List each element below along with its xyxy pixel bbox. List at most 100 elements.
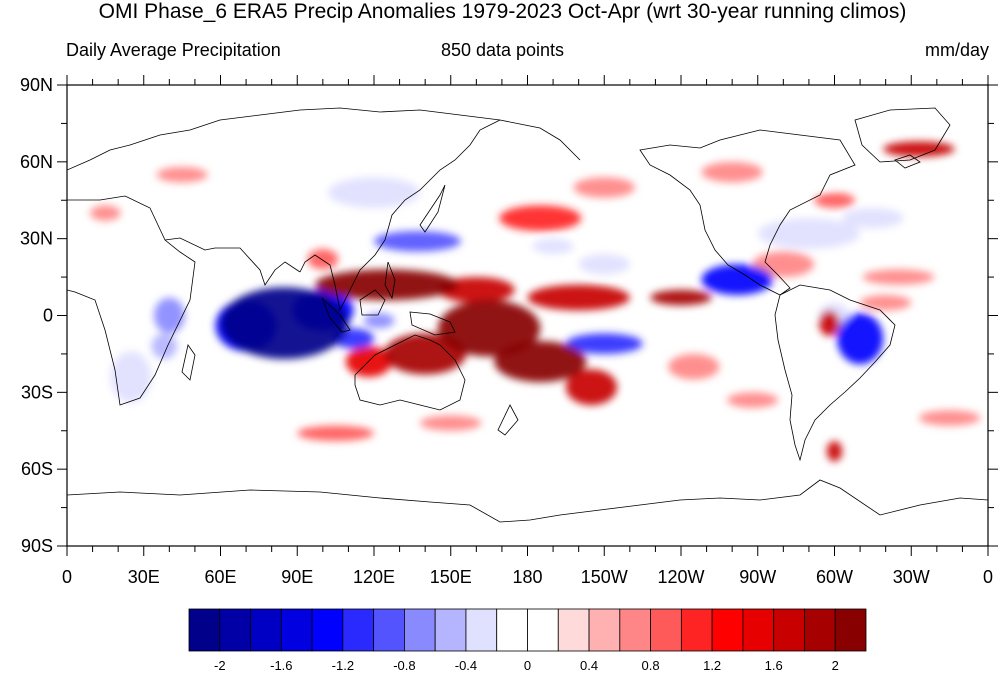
colorbar-swatch [650, 608, 682, 652]
lon-tick-label: 30E [128, 567, 160, 587]
lon-tick-label: 60E [204, 567, 236, 587]
colorbar-swatch [742, 608, 775, 652]
lon-tick-label: 0 [62, 567, 72, 587]
coastline-southeast-asia [299, 119, 501, 312]
colorbar-tick-label: 0 [524, 658, 531, 673]
colorbar-tick-label: -0.4 [455, 658, 477, 673]
coastline-south-america [774, 284, 896, 462]
anomaly-blob [783, 492, 835, 508]
coastline-greenland [854, 107, 951, 163]
colorbar-tick-label: -1.6 [270, 658, 292, 673]
lon-tick-label: 120W [657, 567, 704, 587]
lon-tick-label: 60W [816, 567, 853, 587]
lon-tick-label: 90E [281, 567, 313, 587]
colorbar-tick-label: -0.8 [393, 658, 415, 673]
anomaly-blob [918, 410, 981, 426]
anomaly-blob [437, 300, 541, 357]
anomaly-blob [727, 392, 779, 408]
anomaly-blob [527, 284, 630, 311]
colorbar-swatch [496, 608, 528, 652]
lat-tick-label: 60S [21, 459, 53, 479]
anomaly-blob [650, 289, 712, 306]
anomaly-blob [297, 425, 374, 441]
coastline-madagascar [181, 344, 196, 381]
anomaly-blob [420, 415, 482, 431]
colorbar-swatch [804, 608, 836, 652]
anomaly-blob [842, 207, 904, 229]
colorbar-tick-label: -1.2 [332, 658, 354, 673]
colorbar-swatch [527, 608, 559, 652]
colorbar-tick-label: 2 [832, 658, 839, 673]
anomaly-blob [90, 205, 121, 221]
subtitle-left: Daily Average Precipitation [66, 40, 281, 60]
anomaly-blob [860, 295, 912, 311]
lat-tick-label: 0 [43, 306, 53, 326]
anomaly-blob [220, 287, 349, 360]
colorbar-swatch [434, 608, 467, 652]
colorbar-tick-label: 0.8 [642, 658, 660, 673]
colorbar-swatch [373, 608, 405, 652]
coastlines [67, 107, 988, 523]
anomaly-blob [757, 218, 861, 249]
longitude-axis: 0 30E 60E 90E 120E 150E 180 150W 120W 90W 60W 30W 0 [62, 75, 993, 587]
colorbar-swatch [834, 608, 867, 652]
anomaly-blob [532, 238, 574, 255]
lon-tick-label: 120E [353, 567, 395, 587]
anomaly-blob [156, 166, 208, 183]
coastline-north-america [639, 129, 856, 296]
colorbar-swatch [619, 608, 651, 652]
latitude-axis: 90N 60N 30N 0 30S 60S 90S [20, 75, 998, 556]
anomaly-blob [578, 254, 630, 275]
lon-tick-label: 150E [430, 567, 472, 587]
coastline-antarctica [67, 479, 988, 523]
anomaly-blob [668, 353, 720, 380]
colorbar-tick-label: -2 [214, 658, 226, 673]
anomaly-blob [110, 351, 152, 403]
anomaly-blob [315, 269, 459, 301]
anomaly-blob [384, 333, 467, 375]
colorbar-swatch [465, 608, 498, 652]
colorbar-swatch [557, 608, 590, 652]
lat-tick-label: 30N [20, 229, 53, 249]
anomaly-blob [565, 369, 618, 406]
anomaly-blob [565, 333, 643, 354]
anomaly-blob [826, 440, 843, 462]
colorbar-tick-label: 1.6 [765, 658, 783, 673]
anomaly-blob [153, 297, 185, 334]
anomaly-blob [862, 269, 935, 285]
anomaly-blob [499, 205, 582, 231]
precip-anomaly-field [90, 133, 981, 508]
coastline-japan [419, 184, 446, 233]
anomaly-blob [363, 312, 395, 329]
colorbar-tick-label: 1.2 [703, 658, 721, 673]
colorbar-swatch [588, 608, 621, 652]
colorbar-swatch [773, 608, 805, 652]
anomaly-blob [701, 264, 774, 296]
coastline-new-guinea [409, 311, 456, 336]
anomaly-blob [307, 248, 339, 270]
lat-tick-label: 90N [20, 75, 53, 95]
colorbar-swatch [280, 608, 313, 652]
lon-tick-label: 30W [893, 567, 930, 587]
lon-tick-label: 0 [983, 567, 993, 587]
anomaly-blob [706, 423, 809, 444]
figure-title: OMI Phase_6 ERA5 Precip Anomalies 1979-2… [98, 0, 907, 23]
coastline-new-zealand [497, 404, 519, 436]
colorbar-swatch [404, 608, 436, 652]
colorbar: -2 -1.6 -1.2 -0.8 -0.4 0 0.4 0.8 1.2 1.6 2 [188, 608, 867, 673]
coastline-sumatra [321, 297, 351, 333]
colorbar-swatch [311, 608, 344, 652]
coastline-iceland [894, 154, 921, 169]
colorbar-swatch [711, 608, 744, 652]
anomaly-blob [151, 333, 178, 360]
anomaly-blob [701, 161, 763, 183]
lat-tick-label: 30S [21, 382, 53, 402]
anomaly-blob [883, 141, 955, 157]
coastline-eurasia-north [67, 107, 581, 171]
anomaly-blob [578, 133, 707, 165]
coastline-africa [67, 195, 196, 406]
lat-tick-label: 60N [20, 152, 53, 172]
lat-tick-label: 90S [21, 536, 53, 556]
colorbar-swatch [188, 608, 221, 652]
coastline-australia [354, 334, 466, 411]
